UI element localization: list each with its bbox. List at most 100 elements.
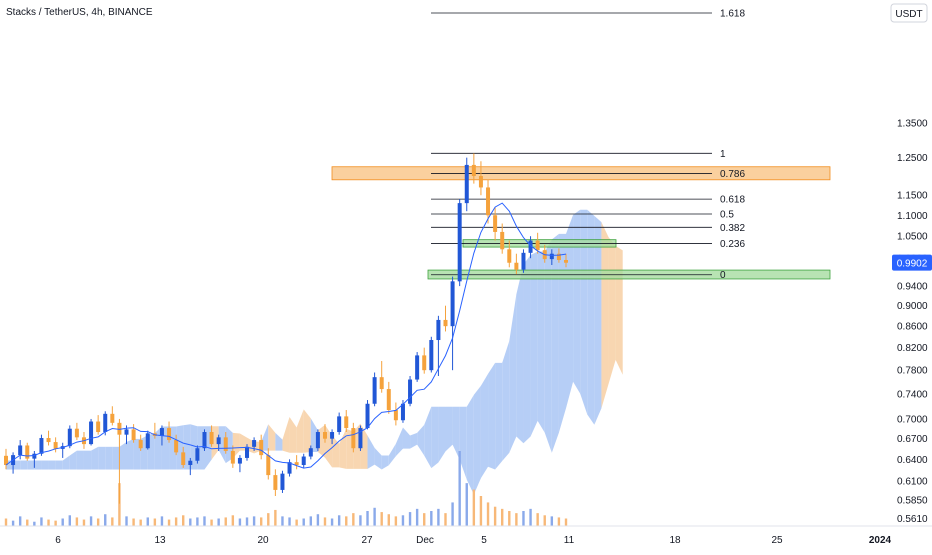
candle-body [280, 474, 284, 490]
volume-bar [104, 514, 106, 526]
volume-bar [430, 511, 432, 526]
volume-bar [515, 513, 517, 526]
candle-body [125, 429, 129, 434]
y-tick-label: 1.3500 [897, 118, 928, 129]
candle-body [564, 260, 568, 263]
volume-bar [5, 519, 7, 527]
cloud-segment [91, 447, 98, 470]
volume-bar [217, 519, 219, 527]
volume-bar [26, 520, 28, 526]
volume-bar [295, 520, 297, 526]
volume-bar [416, 509, 418, 526]
y-tick-label: 0.7000 [897, 414, 928, 425]
candle-body [224, 437, 228, 451]
volume-bar [111, 517, 113, 526]
volume-bar [19, 516, 21, 526]
fib-label: 0 [720, 270, 726, 281]
candle-body [252, 440, 256, 447]
cloud-segment [127, 439, 134, 470]
volume-bar [444, 513, 446, 526]
volume-bar [175, 517, 177, 526]
candle-body [344, 416, 348, 428]
cloud-segment [56, 461, 63, 470]
candle-body [500, 232, 504, 249]
volume-bar [466, 483, 468, 526]
cloud-segment [112, 447, 119, 470]
candle-body [472, 165, 476, 176]
x-tick-label: 2024 [869, 535, 892, 546]
candle-body [210, 432, 214, 444]
volume-bar [437, 509, 439, 526]
candle-body [351, 428, 355, 448]
volume-bar [260, 517, 262, 526]
cloud-segment [105, 447, 112, 470]
currency-label: USDT [895, 9, 922, 20]
candle-body [302, 457, 306, 465]
candle-body [188, 461, 192, 465]
x-tick-label: 13 [154, 535, 166, 546]
volume-bar [352, 513, 354, 526]
cloud-segment [431, 407, 438, 468]
candle-body [507, 249, 511, 262]
candle-body [238, 458, 242, 464]
cloud-segment [77, 451, 84, 470]
candle-body [47, 438, 51, 442]
volume-bar [565, 519, 567, 527]
candle-body [160, 428, 164, 436]
candle-body [273, 475, 277, 490]
volume-bar [47, 520, 49, 526]
cloud-segment [488, 363, 495, 470]
candle-body [387, 389, 391, 410]
volume-bar [267, 513, 269, 526]
fib-label: 0.618 [720, 195, 745, 206]
volume-bar [196, 517, 198, 526]
volume-bar [62, 519, 64, 527]
candle-body [132, 429, 136, 440]
y-tick-label: 1.1000 [897, 211, 928, 222]
volume-bar [310, 516, 312, 526]
cloud-segment [467, 395, 474, 495]
volume-bar [147, 517, 149, 526]
volume-bar [501, 509, 503, 526]
volume-bar [395, 516, 397, 526]
volume-bar [132, 519, 134, 527]
candle-body [536, 241, 540, 251]
cloud-segment [616, 246, 623, 375]
volume-bar [76, 517, 78, 526]
candle-body [96, 422, 100, 432]
volume-bar [487, 502, 489, 526]
volume-bar [458, 451, 460, 526]
candle-body [493, 215, 497, 232]
candle-body [309, 448, 313, 456]
x-tick-label: Dec [416, 535, 434, 546]
candle-body [139, 440, 143, 448]
y-tick-label: 1.2500 [897, 153, 928, 164]
volume-bar [536, 513, 538, 526]
cloud-segment [481, 374, 488, 478]
volume-bar [409, 512, 411, 526]
candle-body [75, 429, 79, 438]
fib-label: 0.382 [720, 223, 745, 234]
cloud-segment [552, 234, 559, 453]
candle-body [231, 451, 235, 464]
y-tick-label: 1.0500 [897, 232, 928, 243]
volume-bar [331, 519, 333, 527]
volume-bar [97, 519, 99, 527]
candle-body [316, 432, 320, 448]
cloud-segment [609, 237, 616, 384]
fib-label: 0.5 [720, 210, 734, 221]
candle-body [422, 355, 426, 370]
volume-bar [359, 515, 361, 526]
volume-bar [345, 516, 347, 526]
candle-body [68, 429, 72, 446]
candle-body [514, 263, 518, 270]
cloud-segment [495, 363, 502, 470]
candle-body [443, 320, 447, 326]
candle-body [110, 414, 114, 423]
volume-bar [388, 514, 390, 526]
cloud-segment [20, 461, 27, 470]
cloud-segment [27, 461, 34, 470]
cloud-segment [601, 222, 608, 408]
